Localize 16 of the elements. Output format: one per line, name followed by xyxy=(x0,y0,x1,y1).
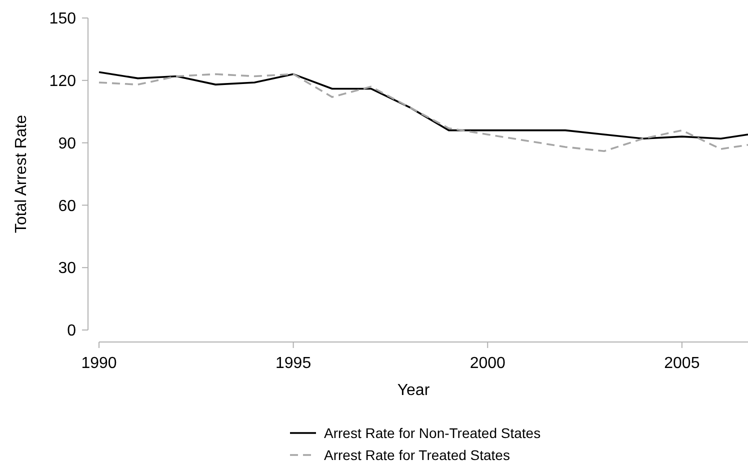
y-tick-label: 90 xyxy=(58,135,76,152)
legend-label: Arrest Rate for Non-Treated States xyxy=(324,424,541,441)
x-tick-label: 2005 xyxy=(664,355,700,372)
x-axis-title: Year xyxy=(397,382,430,399)
x-tick-label: 1990 xyxy=(81,355,117,372)
legend-label: Arrest Rate for Treated States xyxy=(324,446,510,463)
y-axis-title: Total Arrest Rate xyxy=(13,114,30,234)
line-series xyxy=(98,73,748,152)
y-tick-label: 150 xyxy=(49,10,76,28)
x-tick-label: 2000 xyxy=(470,355,506,372)
y-tick-label: 0 xyxy=(67,322,76,340)
x-tick-label: 1995 xyxy=(276,355,312,372)
y-tick-label: 120 xyxy=(49,73,76,90)
line-series xyxy=(98,71,748,140)
y-tick-label: 30 xyxy=(58,260,76,278)
y-tick-label: 60 xyxy=(58,198,76,215)
